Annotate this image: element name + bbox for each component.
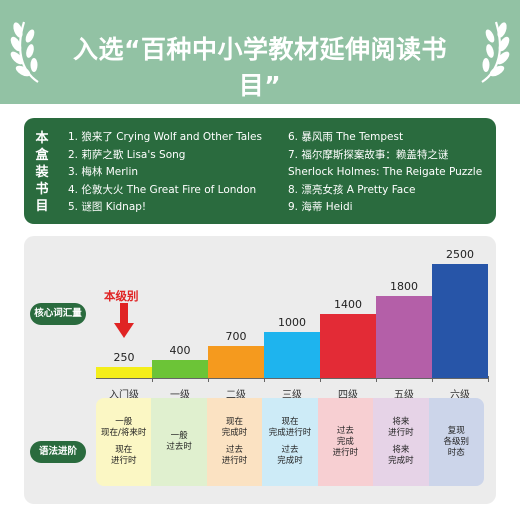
header-banner: 入选“百种中小学教材延伸阅读书目” xyxy=(0,0,520,104)
book-item: Sherlock Holmes: The Reigate Puzzle xyxy=(288,166,483,178)
x-tick-label: 二级 xyxy=(226,390,246,401)
x-tick-label: 三级 xyxy=(282,390,302,401)
grammar-cell: 将来 进行时 将来 完成时 xyxy=(373,398,429,486)
x-tick-label: 一级 xyxy=(170,390,190,401)
book-item: 9. 海蒂 Heidi xyxy=(288,201,353,213)
x-tick xyxy=(320,376,321,382)
x-tick xyxy=(432,376,433,382)
book-item: 8. 漂亮女孩 A Pretty Face xyxy=(288,183,416,196)
core-vocab-label: 核心词汇量 xyxy=(30,303,86,325)
bar-value-label: 2500 xyxy=(446,248,474,261)
bar-value-label: 1800 xyxy=(390,280,418,293)
grammar-cell: 一般 过去时 xyxy=(151,398,207,486)
book-list-box: 本盒装书目 1. 狼来了 Crying Wolf and Other Tales… xyxy=(24,118,496,224)
bar-value-label: 1000 xyxy=(278,316,306,329)
bar xyxy=(96,367,152,378)
grammar-tense-text: 一般 过去时 xyxy=(166,431,192,452)
book-list-left: 1. 狼来了 Crying Wolf and Other Tales 2. 莉萨… xyxy=(68,129,286,217)
x-tick xyxy=(152,376,153,382)
grammar-tense-text: 过去 完成 进行时 xyxy=(332,425,359,458)
grammar-label: 语法进阶 xyxy=(30,441,86,463)
bar xyxy=(432,264,488,378)
book-item: 3. 梅林 Merlin xyxy=(68,166,139,178)
book-item: 4. 伦敦大火 The Great Fire of London xyxy=(68,183,257,196)
bar xyxy=(376,296,432,378)
book-item: 6. 暴风雨 The Tempest xyxy=(288,131,404,143)
grammar-cell: 过去 完成 进行时 xyxy=(317,398,374,486)
x-tick xyxy=(208,376,209,382)
current-level-note: 本级别 xyxy=(104,289,139,303)
grammar-cell: 现在 完成进行时 过去 完成时 xyxy=(262,398,318,486)
laurel-left-icon xyxy=(10,21,39,83)
bar-value-label: 1400 xyxy=(334,298,362,311)
grammar-tense-text: 现在 进行时 xyxy=(110,445,137,466)
grammar-cell: 现在 完成时 过去 进行时 xyxy=(206,398,263,486)
grammar-tense-text: 过去 进行时 xyxy=(221,445,248,466)
grammar-tense-text: 复现 各级别 时态 xyxy=(443,425,469,458)
bar-value-label: 250 xyxy=(113,351,135,364)
bar xyxy=(152,360,208,378)
grammar-cell: 一般 现在/将来时 现在 进行时 xyxy=(96,398,152,486)
book-item: 2. 莉萨之歌 Lisa's Song xyxy=(68,148,186,161)
bar-value-label: 400 xyxy=(169,344,191,357)
x-tick-label: 四级 xyxy=(338,390,358,401)
grammar-tense-text: 一般 现在/将来时 xyxy=(101,417,147,438)
grammar-tense-text: 过去 完成时 xyxy=(277,445,303,466)
x-tick-label: 入门级 xyxy=(109,390,139,401)
bar xyxy=(208,346,264,378)
x-tick xyxy=(376,376,377,382)
book-box-label: 本盒装书目 xyxy=(35,131,49,214)
grammar-tense-text: 将来 完成时 xyxy=(388,445,414,466)
grammar-cell: 复现 各级别 时态 xyxy=(428,398,484,486)
book-list-right: 6. 暴风雨 The Tempest 7. 福尔摩斯探案故事：赖盖特之谜 She… xyxy=(288,129,492,217)
bar-value-label: 700 xyxy=(225,330,247,343)
laurel-right-icon xyxy=(481,21,510,83)
book-item: 7. 福尔摩斯探案故事：赖盖特之谜 xyxy=(288,148,449,161)
page-title: 入选“百种中小学教材延伸阅读书目” xyxy=(73,35,447,100)
grammar-progression-row: 一般 现在/将来时 现在 进行时 一般 过去时 现在 完成时 过去 进行时 现在 完成进行… xyxy=(96,398,484,486)
bar xyxy=(264,332,320,378)
book-item: 5. 谜图 Kidnap! xyxy=(68,201,147,213)
x-tick xyxy=(264,376,265,382)
x-tick-label: 六级 xyxy=(450,390,470,401)
book-item: 1. 狼来了 Crying Wolf and Other Tales xyxy=(68,131,262,143)
bar xyxy=(320,314,376,378)
grammar-tense-text: 现在 完成时 xyxy=(221,417,248,438)
arrow-down-icon xyxy=(114,303,134,338)
x-tick xyxy=(488,376,489,382)
grammar-tense-text: 现在 完成进行时 xyxy=(268,417,312,438)
chart-baseline xyxy=(96,378,488,379)
grammar-tense-text: 将来 进行时 xyxy=(388,417,414,438)
x-tick-label: 五级 xyxy=(394,390,414,401)
